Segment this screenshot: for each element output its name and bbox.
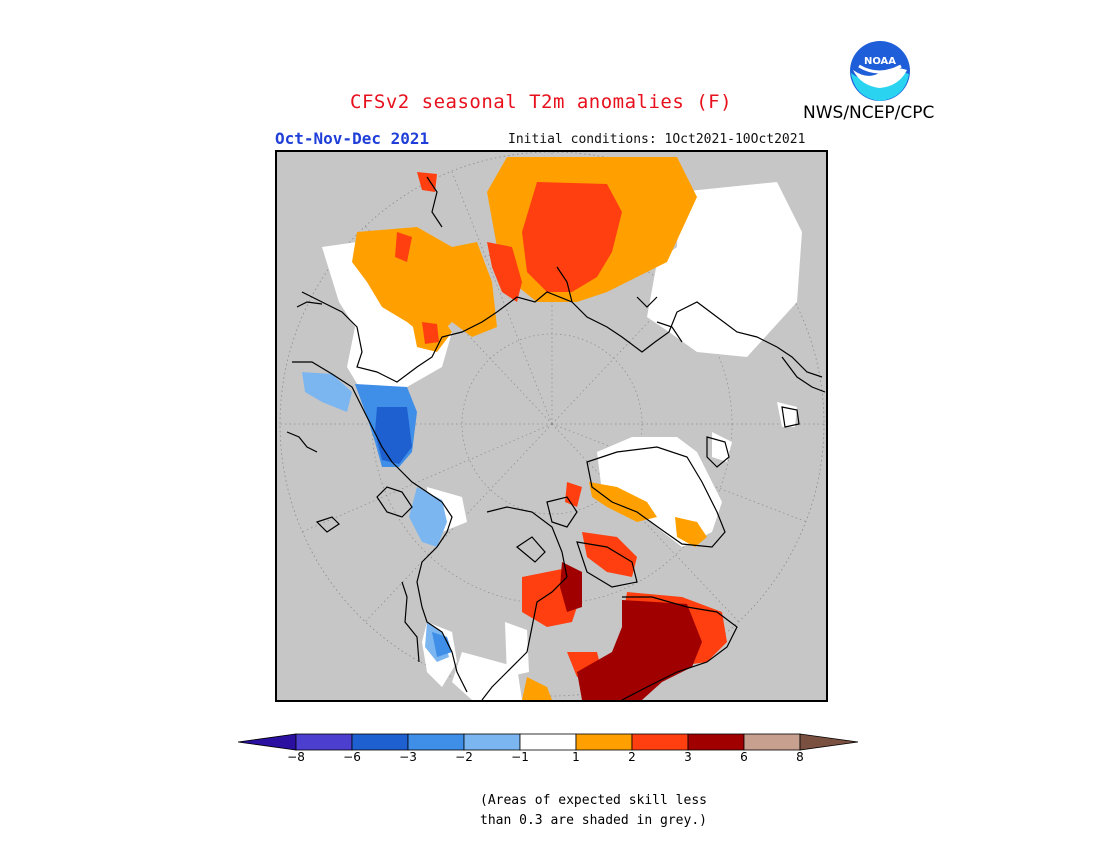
colorbar-tick-label: −8: [287, 750, 305, 764]
colorbar-box: [631, 733, 689, 751]
initial-conditions: Initial conditions: 1Oct2021-10Oct2021: [508, 132, 806, 147]
logo-text: NOAA: [864, 56, 896, 67]
colorbar-tick-label: 6: [740, 750, 748, 764]
colorbar-box: [743, 733, 801, 751]
polar-map: [275, 150, 828, 702]
colorbar-box: [351, 733, 409, 751]
colorbar-box: [687, 733, 745, 751]
colorbar-box: [519, 733, 577, 751]
organization-label: NWS/NCEP/CPC: [803, 103, 935, 123]
colorbar-box: [463, 733, 521, 751]
colorbar: [237, 730, 864, 758]
colorbar-box: [295, 733, 353, 751]
chart-title: CFSv2 seasonal T2m anomalies (F): [350, 91, 733, 113]
forecast-period: Oct-Nov-Dec 2021: [275, 129, 430, 148]
colorbar-tick-label: 8: [796, 750, 804, 764]
colorbar-tick-label: −2: [455, 750, 473, 764]
skill-note: (Areas of expected skill less than 0.3 a…: [480, 791, 707, 831]
colorbar-tick-label: −3: [399, 750, 417, 764]
colorbar-tick-label: 1: [572, 750, 580, 764]
coastlines: [286, 176, 826, 700]
colorbar-box: [407, 733, 465, 751]
colorbar-box: [575, 733, 633, 751]
colorbar-high-triangle: [799, 733, 859, 751]
skill-note-line1: (Areas of expected skill less: [480, 793, 707, 808]
colorbar-tick-label: −1: [511, 750, 529, 764]
colorbar-low-triangle: [237, 733, 297, 751]
colorbar-tick-label: −6: [343, 750, 361, 764]
colorbar-tick-label: 2: [628, 750, 636, 764]
noaa-logo-icon: NOAA: [849, 40, 911, 102]
skill-note-line2: than 0.3 are shaded in grey.): [480, 813, 707, 828]
colorbar-tick-label: 3: [684, 750, 692, 764]
